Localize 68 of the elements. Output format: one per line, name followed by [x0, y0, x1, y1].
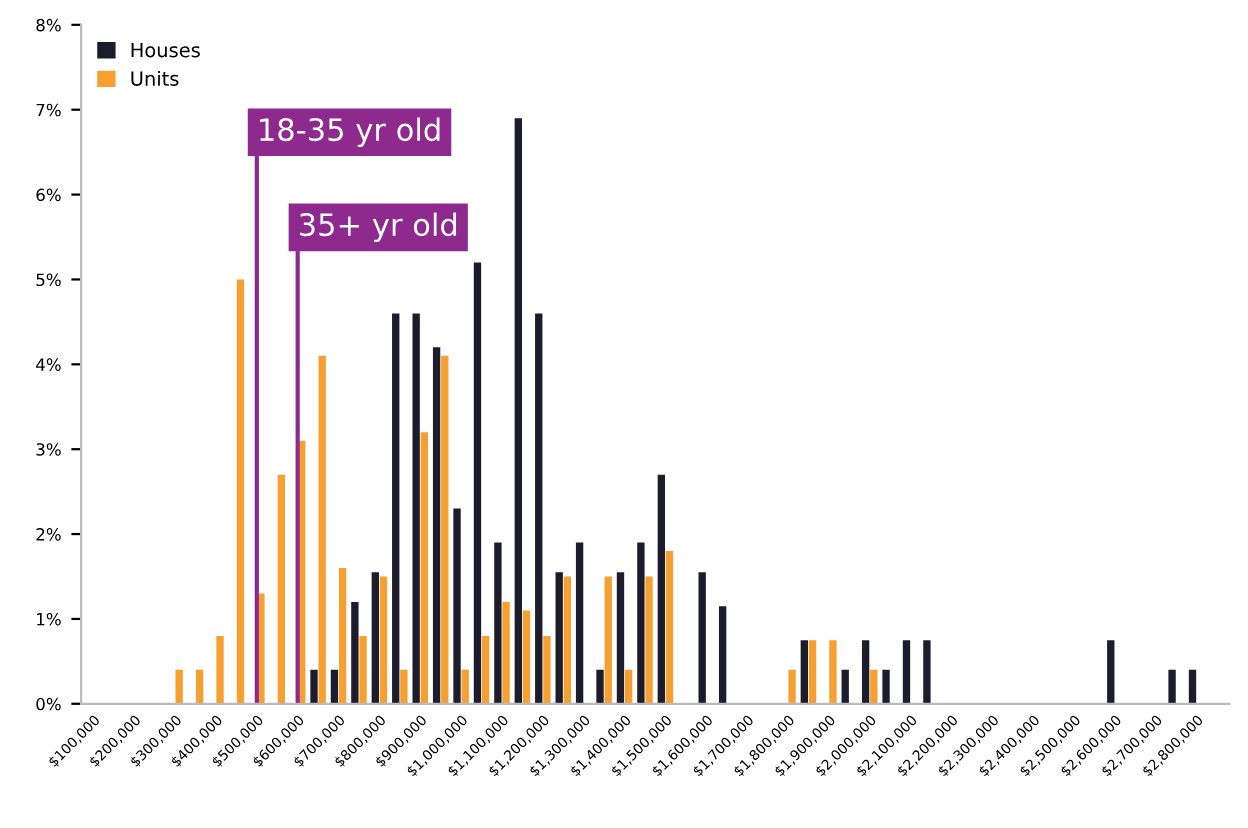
bar [800, 640, 809, 704]
bar [829, 640, 837, 704]
bar [379, 576, 388, 704]
bar [330, 669, 339, 704]
y-tick-label: 4% [36, 358, 61, 371]
bar [555, 572, 563, 704]
bar [808, 640, 817, 704]
ref-line-label: 18-35 yr old [260, 117, 440, 148]
bar [310, 669, 318, 704]
bar [882, 669, 890, 704]
bar [400, 669, 408, 704]
bar [563, 576, 572, 704]
bar [412, 313, 420, 704]
bar [1188, 669, 1197, 704]
bar [420, 432, 429, 704]
bar [645, 576, 653, 704]
bar [841, 669, 849, 704]
bar [338, 568, 347, 704]
bar [788, 669, 796, 704]
bar [371, 572, 379, 704]
ref-line-label: 35+ yr old [300, 212, 457, 243]
bar [441, 355, 449, 704]
bar [902, 640, 911, 704]
bar [392, 313, 400, 704]
bar [502, 601, 510, 704]
legend-label: Houses [131, 42, 200, 58]
bar [596, 669, 604, 704]
legend-label: Units [131, 70, 179, 86]
bar [575, 542, 584, 704]
y-tick-label: 8% [36, 18, 61, 32]
bar [277, 474, 286, 704]
y-tick-label: 3% [36, 443, 61, 456]
bar [461, 669, 469, 704]
bar [175, 669, 183, 704]
bar [861, 640, 870, 704]
y-tick-label: 5% [36, 273, 61, 287]
bar [923, 640, 931, 704]
bar [1168, 669, 1176, 704]
bar [318, 355, 326, 704]
bar [535, 313, 543, 704]
bar [473, 262, 482, 704]
bar [494, 542, 502, 704]
bar [514, 118, 522, 704]
bar [359, 635, 367, 704]
bar [657, 474, 666, 704]
bar [718, 606, 727, 704]
bar [698, 572, 706, 704]
bar [616, 572, 625, 704]
bar [604, 576, 612, 704]
y-tick-label: 0% [36, 697, 61, 711]
bar [522, 610, 531, 704]
y-tick-label: 2% [36, 528, 61, 541]
bar [195, 669, 204, 704]
bar [665, 551, 674, 704]
bar [236, 279, 245, 704]
bar [351, 601, 359, 704]
y-tick-label: 1% [37, 612, 61, 626]
bar [1107, 640, 1115, 704]
bar [453, 508, 461, 704]
y-tick-label: 6% [36, 188, 61, 202]
bar [432, 347, 441, 704]
bar [216, 635, 224, 704]
bar [870, 669, 878, 704]
bar [543, 635, 551, 704]
bar [481, 635, 490, 704]
bar [624, 669, 633, 704]
bar [637, 542, 645, 704]
y-tick-label: 7% [36, 103, 61, 117]
